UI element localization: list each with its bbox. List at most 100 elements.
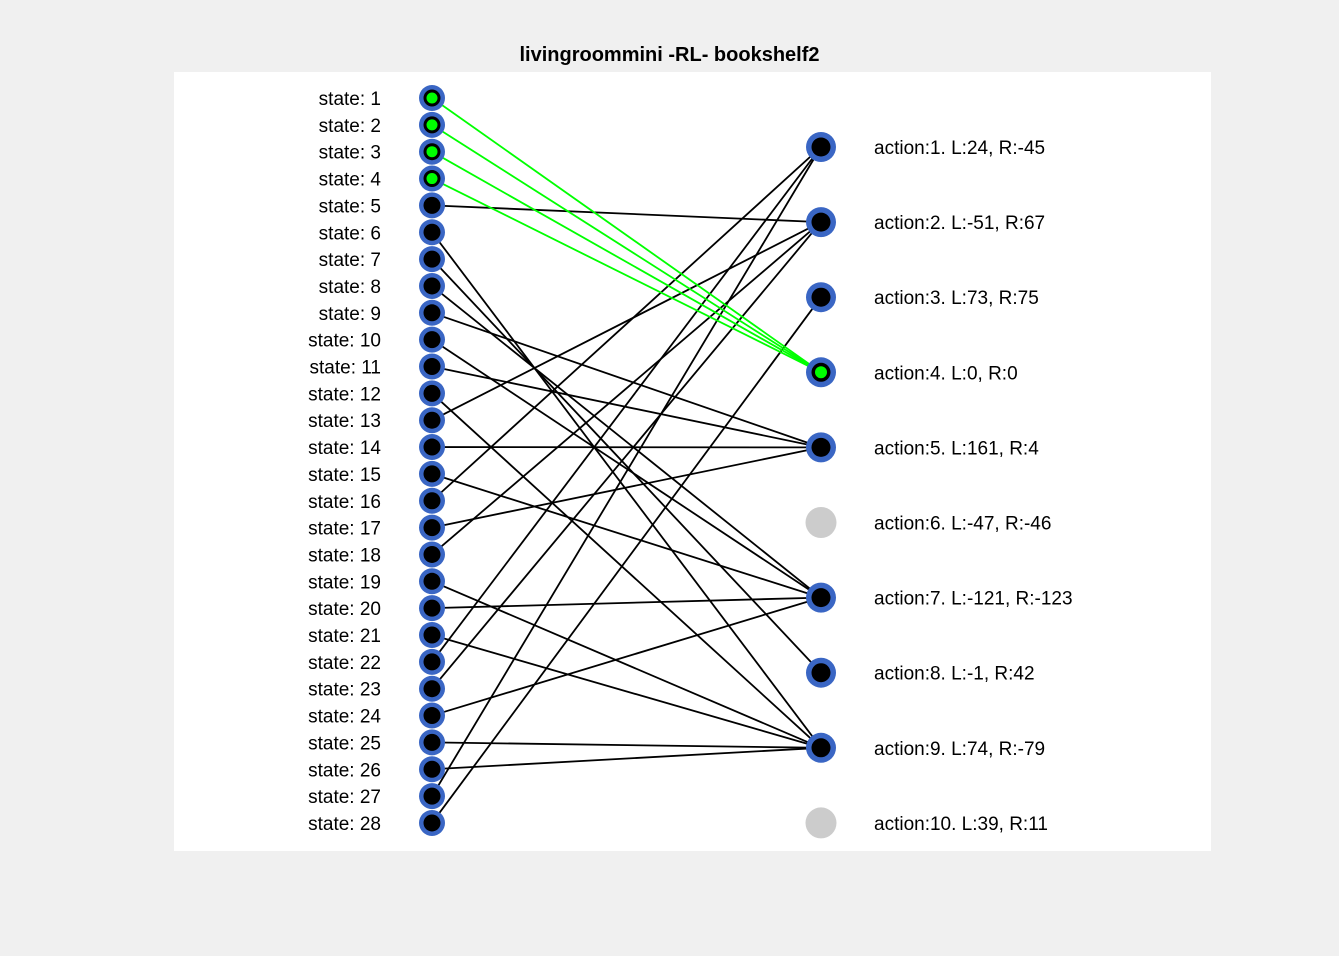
state-node-14 (419, 434, 445, 461)
state-label: state: 4 (319, 170, 382, 191)
state-node-13 (419, 407, 445, 434)
state-label: state: 21 (308, 626, 381, 647)
edge-state-17-action-5 (431, 446, 822, 529)
state-node-core (423, 358, 441, 375)
state-label: state: 2 (319, 116, 381, 137)
figure-title: livingroommini -RL- bookshelf2 (519, 44, 820, 66)
state-node-9 (419, 299, 445, 326)
state-node-active-dot (426, 119, 438, 131)
action-node-core (811, 663, 831, 683)
state-node-2 (419, 111, 445, 138)
state-node-10 (419, 326, 445, 353)
state-node-core (423, 680, 441, 698)
action-node-core (811, 588, 831, 608)
action-node-core (811, 437, 831, 457)
action-node-7 (806, 582, 836, 613)
edge-state-26-action-9 (431, 746, 822, 771)
edge-state-27-action-1 (431, 146, 822, 797)
action-node-1 (806, 132, 836, 162)
state-label: state: 28 (308, 814, 381, 835)
edge-state-1-action-4 (431, 97, 822, 374)
state-label: state: 10 (308, 331, 381, 352)
action-node-5 (806, 432, 836, 463)
state-node-18 (419, 541, 445, 568)
action-node-4 (806, 357, 836, 388)
state-label: state: 8 (319, 277, 381, 298)
action-label: action:8. L:-1, R:42 (874, 664, 1035, 685)
state-node-27 (419, 783, 445, 810)
state-node-21 (419, 622, 445, 648)
action-label: action:4. L:0, R:0 (874, 363, 1018, 384)
state-node-active-dot (426, 173, 438, 185)
edge-state-16-action-1 (431, 146, 822, 502)
state-node-core (423, 814, 441, 832)
action-label: action:5. L:161, R:4 (874, 438, 1039, 459)
state-node-19 (419, 568, 445, 595)
state-node-1 (419, 85, 445, 111)
action-label: action:10. L:39, R:11 (874, 814, 1048, 835)
edge-state-28-action-3 (431, 296, 822, 824)
action-label: action:6. L:-47, R:-46 (874, 514, 1051, 535)
action-node-2 (806, 207, 836, 238)
action-node-8 (806, 657, 836, 688)
edge-state-6-action-9 (431, 231, 822, 749)
action-node-10 (805, 807, 837, 839)
state-node-7 (419, 246, 445, 273)
edge-state-8-action-7 (431, 285, 822, 599)
state-node-12 (419, 380, 445, 407)
state-node-core (423, 250, 441, 268)
action-label: action:9. L:74, R:-79 (874, 739, 1045, 760)
state-node-core (423, 196, 441, 214)
state-node-core (423, 733, 441, 751)
state-node-22 (419, 648, 445, 675)
state-node-active-dot (426, 92, 438, 104)
state-node-24 (419, 702, 445, 729)
edge-state-11-action-5 (431, 365, 822, 449)
edge-state-22-action-1 (431, 146, 822, 663)
action-node-unused (805, 507, 837, 538)
action-node-core (811, 212, 831, 232)
state-label: state: 15 (308, 465, 381, 486)
state-node-20 (419, 595, 445, 622)
state-node-core (423, 653, 441, 671)
edge-state-4-action-4 (431, 177, 822, 374)
state-node-core (423, 223, 441, 241)
state-label: state: 1 (319, 89, 381, 110)
state-label: state: 12 (308, 384, 381, 405)
action-node-core (811, 738, 831, 758)
state-label: state: 17 (308, 519, 381, 540)
action-node-3 (806, 282, 836, 313)
edge-state-20-action-7 (431, 596, 822, 610)
action-label: action:3. L:73, R:75 (874, 288, 1039, 309)
state-node-6 (419, 219, 445, 246)
state-label: state: 11 (310, 358, 381, 379)
action-node-unused (805, 807, 837, 839)
state-node-3 (419, 138, 445, 165)
state-node-28 (419, 809, 445, 836)
state-node-5 (419, 192, 445, 219)
state-node-core (423, 331, 441, 349)
edge-state-24-action-7 (431, 596, 822, 717)
state-node-core (423, 519, 441, 537)
state-node-core (423, 707, 441, 725)
state-node-active-dot (426, 146, 438, 158)
action-node-core (811, 137, 831, 157)
state-label: state: 6 (319, 223, 381, 244)
state-node-16 (419, 487, 445, 514)
edge-state-12-action-9 (431, 392, 822, 749)
edge-state-19-action-9 (431, 580, 822, 749)
state-label: state: 19 (308, 572, 381, 593)
state-label: state: 24 (308, 707, 381, 728)
state-label: state: 7 (319, 250, 381, 271)
action-node-9 (806, 732, 836, 763)
edge-state-21-action-9 (431, 634, 822, 749)
state-node-core (423, 572, 441, 590)
state-label: state: 25 (308, 733, 381, 754)
edge-layer-inactive (431, 146, 822, 824)
state-node-core (423, 304, 441, 322)
state-node-core (423, 760, 441, 778)
edge-layer-active (431, 97, 822, 374)
edge-state-25-action-9 (431, 741, 822, 749)
